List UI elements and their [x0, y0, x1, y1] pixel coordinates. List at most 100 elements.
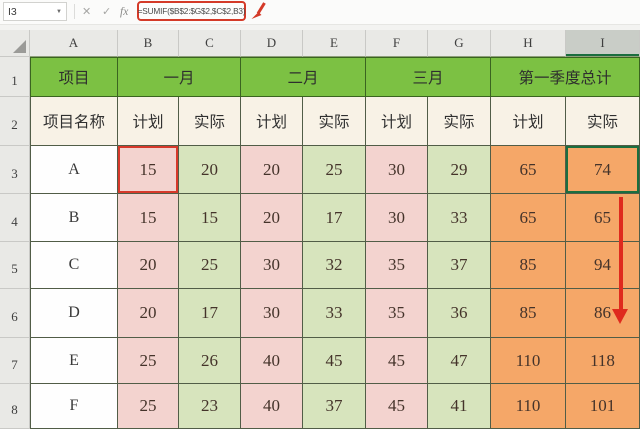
- cell-D8[interactable]: 40: [241, 384, 303, 429]
- cell-F6[interactable]: 35: [366, 289, 428, 338]
- toolbar-gap: [0, 25, 640, 30]
- cell-F2[interactable]: 计划: [366, 97, 428, 146]
- col-header-H[interactable]: H: [491, 30, 566, 57]
- name-box[interactable]: I3 ▼: [3, 2, 67, 21]
- cell-B7[interactable]: 25: [118, 338, 179, 384]
- row-header-1[interactable]: 1: [0, 57, 30, 97]
- cell-F5[interactable]: 35: [366, 242, 428, 289]
- cell-I2[interactable]: 实际: [566, 97, 640, 146]
- cell-A3[interactable]: A: [30, 146, 118, 194]
- cell-row1-merged-2[interactable]: 二月: [241, 57, 366, 97]
- cell-H4[interactable]: 65: [491, 194, 566, 242]
- cell-B3[interactable]: 15: [118, 146, 179, 194]
- cell-B4[interactable]: 15: [118, 194, 179, 242]
- cell-E8[interactable]: 37: [303, 384, 366, 429]
- cell-F8[interactable]: 45: [366, 384, 428, 429]
- row-header-3[interactable]: 3: [0, 146, 30, 194]
- col-header-G[interactable]: G: [428, 30, 491, 57]
- cell-E4[interactable]: 17: [303, 194, 366, 242]
- row-header-8[interactable]: 8: [0, 384, 30, 429]
- cell-D3[interactable]: 20: [241, 146, 303, 194]
- cell-C8[interactable]: 23: [179, 384, 241, 429]
- select-all-corner[interactable]: [0, 30, 30, 57]
- cell-A4[interactable]: B: [30, 194, 118, 242]
- cell-C3[interactable]: 20: [179, 146, 241, 194]
- cell-H8[interactable]: 110: [491, 384, 566, 429]
- cell-I8[interactable]: 101: [566, 384, 640, 429]
- cell-H7[interactable]: 110: [491, 338, 566, 384]
- row-header-6[interactable]: 6: [0, 289, 30, 338]
- cell-A8[interactable]: F: [30, 384, 118, 429]
- cell-C7[interactable]: 26: [179, 338, 241, 384]
- insert-function-icon[interactable]: fx: [120, 5, 129, 18]
- cell-G8[interactable]: 41: [428, 384, 491, 429]
- row-header-7[interactable]: 7: [0, 338, 30, 384]
- cell-A7[interactable]: E: [30, 338, 118, 384]
- cell-E7[interactable]: 45: [303, 338, 366, 384]
- row-header-5[interactable]: 5: [0, 242, 30, 289]
- cell-E3[interactable]: 25: [303, 146, 366, 194]
- col-header-B[interactable]: B: [118, 30, 179, 57]
- cell-row1-A1[interactable]: 项目: [30, 57, 118, 97]
- cell-D2[interactable]: 计划: [241, 97, 303, 146]
- formula-text: =SUMIF($B$2:$G$2,$C$2,B3): [137, 6, 246, 16]
- col-header-A[interactable]: A: [30, 30, 118, 57]
- cell-F3[interactable]: 30: [366, 146, 428, 194]
- cell-D7[interactable]: 40: [241, 338, 303, 384]
- cell-H6[interactable]: 85: [491, 289, 566, 338]
- cell-C4[interactable]: 15: [179, 194, 241, 242]
- chevron-down-icon[interactable]: ▼: [56, 8, 62, 15]
- cell-C5[interactable]: 25: [179, 242, 241, 289]
- cell-I3[interactable]: 74: [566, 146, 640, 194]
- cell-A5[interactable]: C: [30, 242, 118, 289]
- cell-row1-merged-4[interactable]: 第一季度总计: [491, 57, 640, 97]
- col-header-F[interactable]: F: [366, 30, 428, 57]
- cancel-icon[interactable]: ✕: [82, 6, 92, 18]
- formula-input[interactable]: =SUMIF($B$2:$G$2,$C$2,B3): [137, 1, 246, 21]
- cell-D5[interactable]: 30: [241, 242, 303, 289]
- cell-A6[interactable]: D: [30, 289, 118, 338]
- red-down-arrow: [612, 197, 629, 327]
- cell-I4[interactable]: 65: [566, 194, 640, 242]
- cell-G6[interactable]: 36: [428, 289, 491, 338]
- cell-G7[interactable]: 47: [428, 338, 491, 384]
- col-header-C[interactable]: C: [179, 30, 241, 57]
- cell-B6[interactable]: 20: [118, 289, 179, 338]
- cell-H5[interactable]: 85: [491, 242, 566, 289]
- cell-G5[interactable]: 37: [428, 242, 491, 289]
- formula-bar-divider: [74, 4, 75, 19]
- cell-row1-merged-1[interactable]: 一月: [118, 57, 241, 97]
- cell-I5[interactable]: 94: [566, 242, 640, 289]
- spreadsheet-grid: A B C D E F G H I 1 项目 一月 二月 三月 第一季度总计 2 项目名称 计划 实际 计划 实际 计划实…: [0, 30, 640, 429]
- cell-G4[interactable]: 33: [428, 194, 491, 242]
- cell-B8[interactable]: 25: [118, 384, 179, 429]
- cell-C2[interactable]: 实际: [179, 97, 241, 146]
- cell-C6[interactable]: 17: [179, 289, 241, 338]
- cell-F4[interactable]: 30: [366, 194, 428, 242]
- col-header-E[interactable]: E: [303, 30, 366, 57]
- cell-F7[interactable]: 45: [366, 338, 428, 384]
- cell-A2[interactable]: 项目名称: [30, 97, 118, 146]
- cell-E2[interactable]: 实际: [303, 97, 366, 146]
- cell-B5[interactable]: 20: [118, 242, 179, 289]
- cell-E6[interactable]: 33: [303, 289, 366, 338]
- cell-E5[interactable]: 32: [303, 242, 366, 289]
- cell-B2[interactable]: 计划: [118, 97, 179, 146]
- red-down-arrow-shaft: [619, 197, 623, 311]
- cell-row1-merged-3[interactable]: 三月: [366, 57, 491, 97]
- col-header-D[interactable]: D: [241, 30, 303, 57]
- cell-I7[interactable]: 118: [566, 338, 640, 384]
- cell-H3[interactable]: 65: [491, 146, 566, 194]
- formula-bar: I3 ▼ ✕ ✓ fx =SUMIF($B$2:$G$2,$C$2,B3): [0, 0, 640, 25]
- confirm-icon[interactable]: ✓: [102, 6, 112, 18]
- row-header-2[interactable]: 2: [0, 97, 30, 146]
- cell-G3[interactable]: 29: [428, 146, 491, 194]
- row-header-4[interactable]: 4: [0, 194, 30, 242]
- col-header-I[interactable]: I: [566, 30, 640, 57]
- cell-G2[interactable]: 实际: [428, 97, 491, 146]
- cell-D6[interactable]: 30: [241, 289, 303, 338]
- cell-H2[interactable]: 计划: [491, 97, 566, 146]
- cell-D4[interactable]: 20: [241, 194, 303, 242]
- red-pen-arrow-icon: [251, 2, 266, 19]
